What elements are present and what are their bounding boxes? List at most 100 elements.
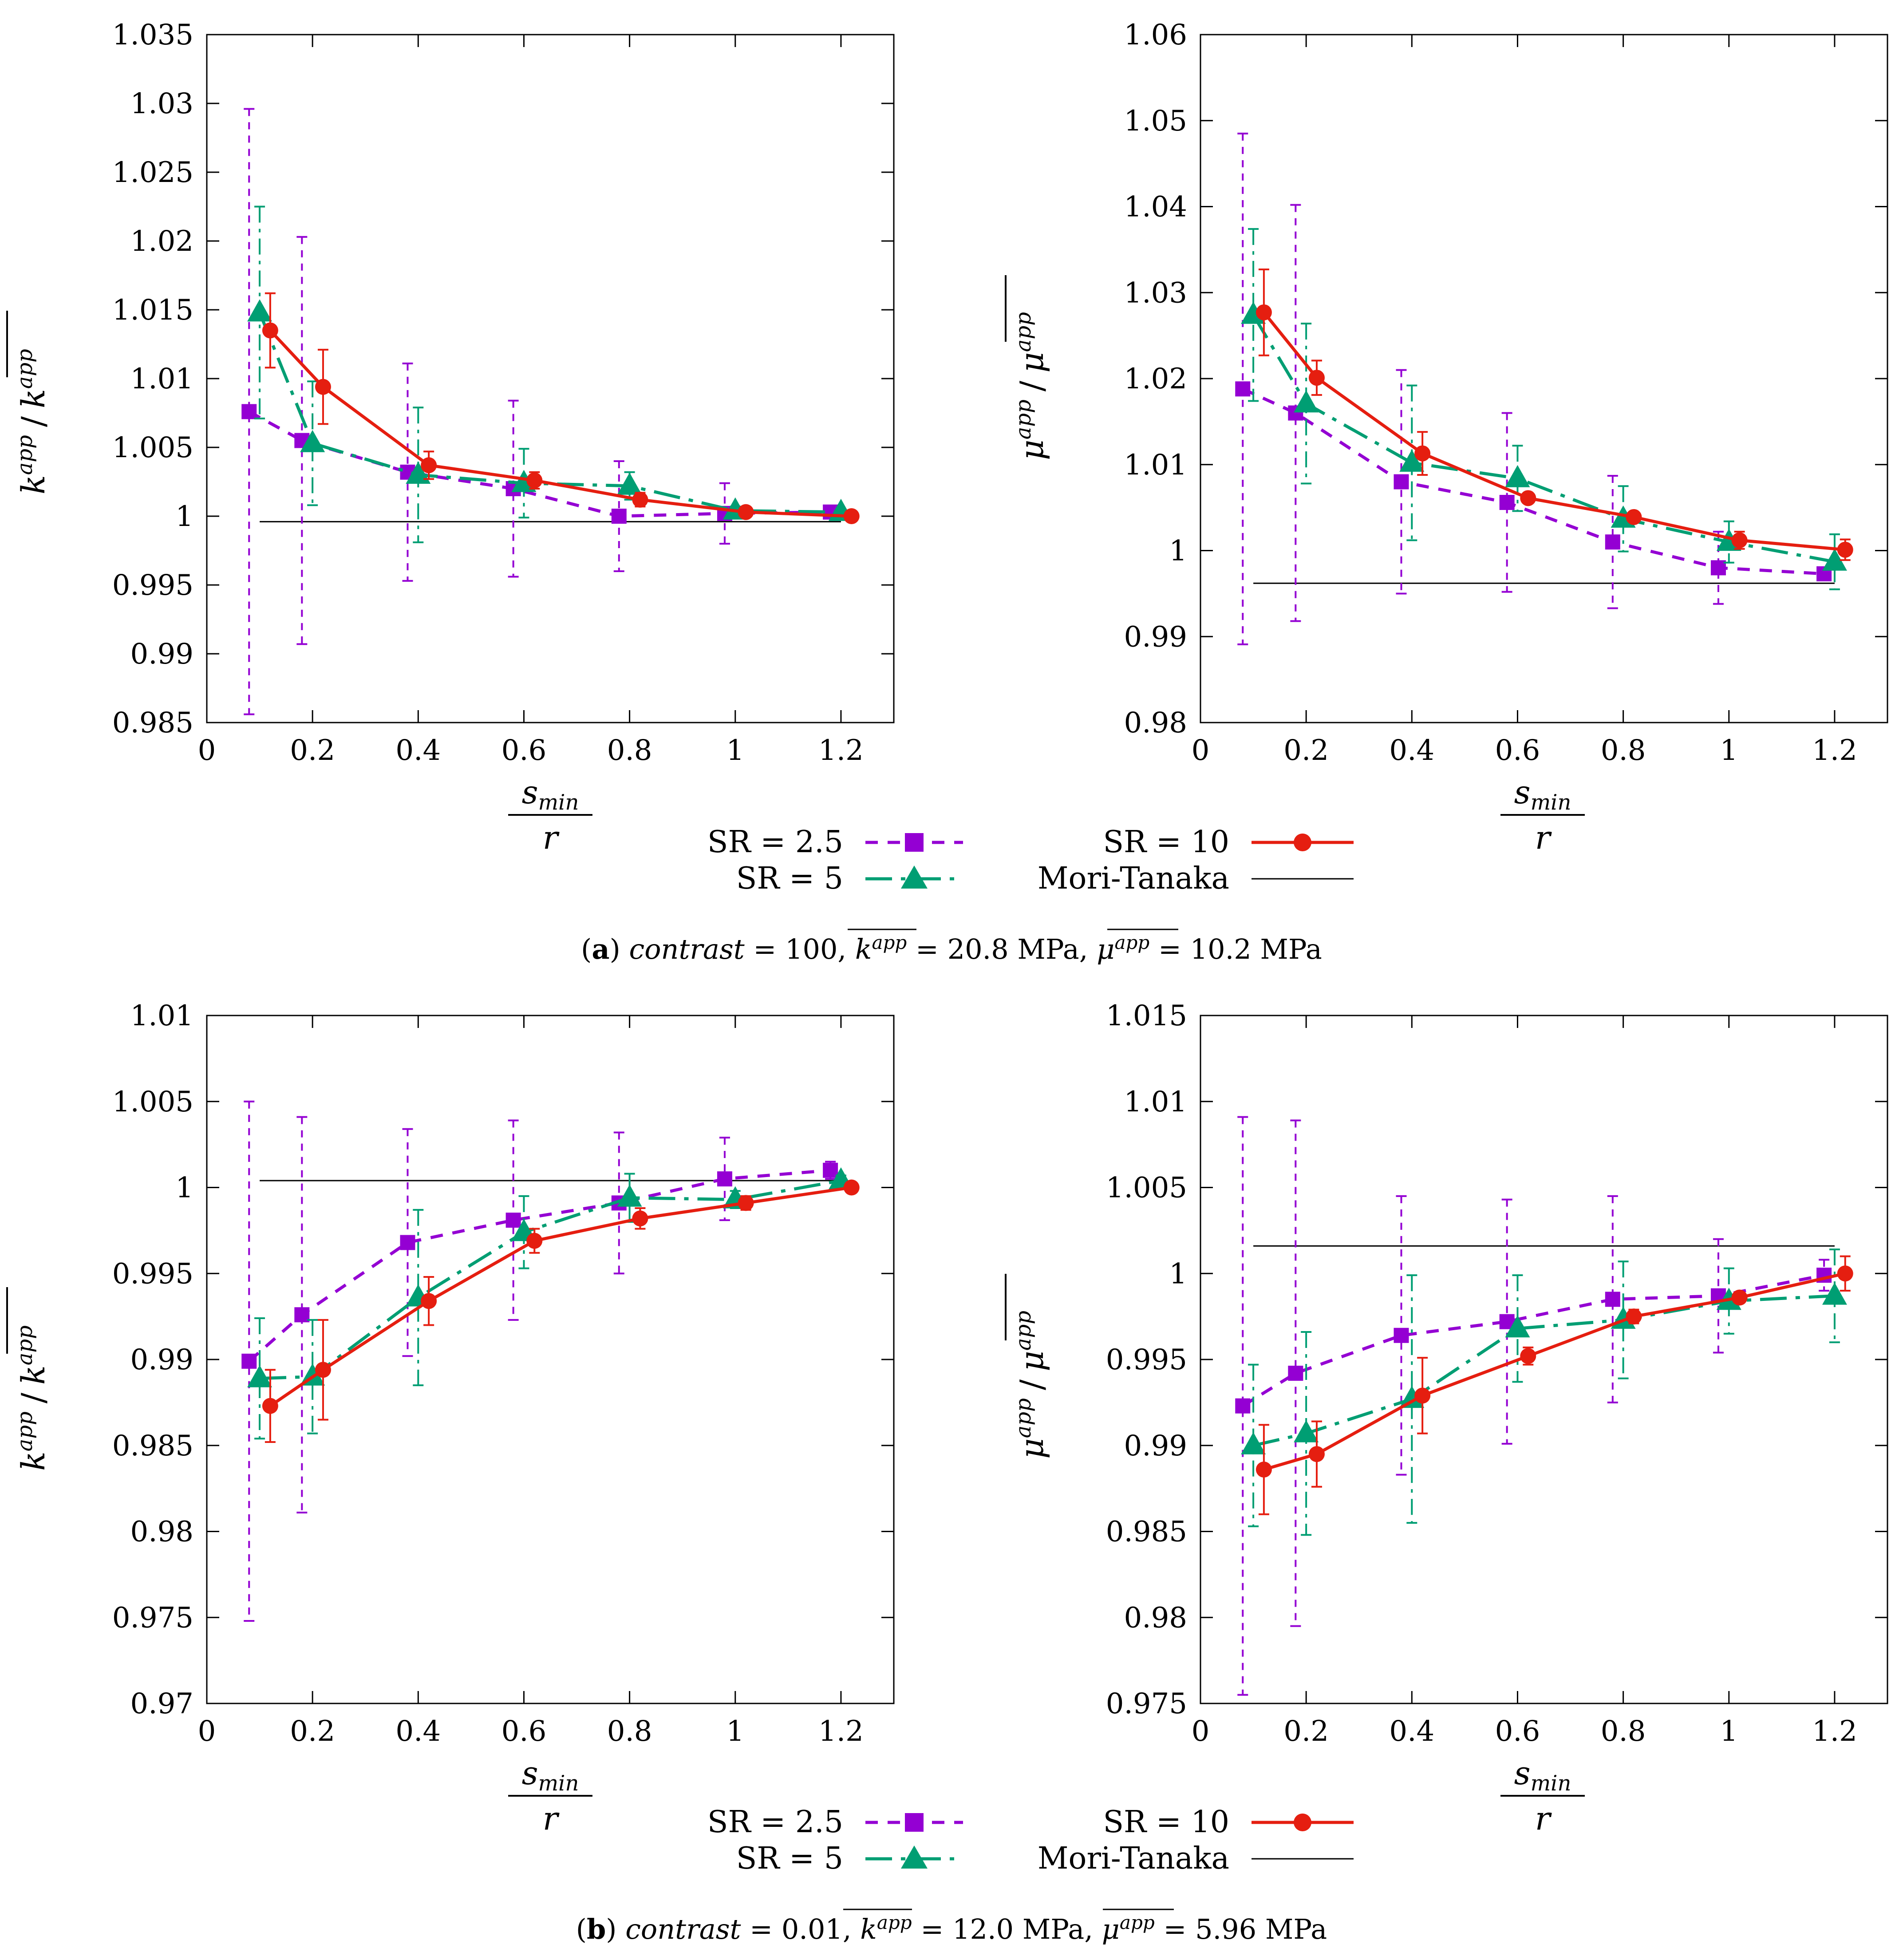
data-point bbox=[1294, 390, 1319, 413]
y-tick-label: 1 bbox=[175, 1172, 193, 1205]
series-line bbox=[1263, 1272, 1846, 1471]
series-sr10 bbox=[1256, 268, 1853, 561]
data-point bbox=[1308, 1446, 1325, 1462]
data-point bbox=[632, 1210, 648, 1227]
series-sr5 bbox=[247, 1167, 853, 1440]
x-tick-label: 0.4 bbox=[395, 734, 441, 767]
data-point bbox=[1822, 548, 1847, 571]
data-point bbox=[843, 1179, 860, 1196]
legend-b-mt-label: Mori-Tanaka bbox=[1038, 1841, 1229, 1876]
xlabel-num: s bbox=[1514, 1755, 1531, 1792]
x-tick-label: 0.4 bbox=[1389, 1715, 1434, 1748]
ylabel-sup: app bbox=[12, 1411, 37, 1451]
ylabel-slash: / bbox=[1013, 1379, 1050, 1390]
y-tick-label: 0.99 bbox=[130, 638, 194, 671]
data-point bbox=[1256, 304, 1272, 320]
data-point bbox=[617, 472, 642, 495]
x-tick-label: 0.8 bbox=[607, 1715, 652, 1748]
ylabel-slash: / bbox=[15, 1392, 52, 1403]
y-tick-label: 0.98 bbox=[130, 1516, 194, 1549]
y-tick-label: 0.99 bbox=[1124, 1430, 1188, 1462]
svg-text:μapp/μapp: μapp/μapp bbox=[1011, 312, 1050, 460]
ylabel-sym: k bbox=[15, 475, 52, 494]
data-point bbox=[241, 1353, 257, 1369]
series-sr25 bbox=[241, 1100, 838, 1622]
legend-a: SR = 2.5 SR = 5 SR = 10 Mori-Tanaka bbox=[707, 825, 1354, 896]
data-point bbox=[1626, 1308, 1642, 1325]
caption-a-k-sup: app bbox=[872, 932, 907, 953]
legend-a-sr5-label: SR = 5 bbox=[736, 861, 843, 896]
xlabel-den: r bbox=[1535, 819, 1552, 856]
data-point bbox=[1605, 534, 1620, 550]
x-tick-label: 0 bbox=[198, 734, 216, 767]
ylabel-sup: app bbox=[1011, 399, 1036, 439]
data-point bbox=[526, 472, 543, 489]
xlabel-num-sub: min bbox=[1531, 1771, 1571, 1796]
y-tick-label: 1.015 bbox=[112, 294, 193, 327]
data-point bbox=[1837, 1265, 1853, 1282]
x-tick-label: 0.8 bbox=[607, 734, 652, 767]
x-tick-label: 1 bbox=[1720, 1715, 1738, 1748]
legend-b-sr25-marker bbox=[905, 1813, 924, 1832]
caption-a-k-value: = 20.8 MPa, bbox=[916, 933, 1088, 965]
caption-a-contrast-value: = 100, bbox=[753, 933, 846, 965]
data-point bbox=[1394, 1328, 1409, 1343]
data-point bbox=[1414, 445, 1431, 462]
series-line bbox=[1252, 314, 1835, 564]
series-line bbox=[1253, 1294, 1835, 1447]
legend-a-sr10-marker bbox=[1294, 834, 1311, 851]
caption-b: (b) contrast = 0.01, kapp = 12.0 MPa, μa… bbox=[576, 1909, 1327, 1945]
data-point bbox=[400, 1235, 415, 1250]
y-tick-label: 0.985 bbox=[112, 1430, 193, 1462]
data-point bbox=[294, 1307, 310, 1323]
series-sr25 bbox=[1235, 1116, 1832, 1696]
data-point bbox=[1235, 1398, 1251, 1414]
data-point bbox=[1394, 474, 1409, 490]
xlabel-num-sub: min bbox=[1531, 790, 1571, 815]
y-tick-label: 0.985 bbox=[112, 707, 193, 739]
svg-text:smin: smin bbox=[1514, 774, 1571, 815]
xlabel-num: s bbox=[522, 774, 538, 811]
caption-b-k-sym: k bbox=[860, 1913, 877, 1945]
y-tick-label: 1.005 bbox=[1106, 1172, 1187, 1205]
y-tick-label: 0.99 bbox=[130, 1344, 194, 1376]
ylabel-slash: / bbox=[1013, 380, 1050, 391]
data-point bbox=[1626, 509, 1642, 525]
x-tick-label: 0.8 bbox=[1601, 1715, 1646, 1748]
chart-a-k: 0.985 0.99 0.995 1 1.005 1.01 1.015 1.02 1.025 1.… bbox=[6, 19, 895, 856]
ylabel-sym: k bbox=[15, 1451, 52, 1471]
caption-b-contrast-word: contrast bbox=[625, 1913, 741, 1945]
caption-b-mu-sup: app bbox=[1120, 1912, 1155, 1933]
data-point bbox=[1837, 541, 1853, 558]
legend-a-sr25-marker bbox=[905, 833, 924, 852]
x-tick-label: 0.6 bbox=[501, 734, 547, 767]
legend-a-sr10-label: SR = 10 bbox=[1103, 825, 1229, 860]
ylabel-sup-mean: app bbox=[1011, 312, 1036, 352]
data-point bbox=[1414, 1387, 1431, 1404]
data-point bbox=[1822, 1282, 1847, 1305]
data-point bbox=[1505, 465, 1530, 487]
data-point bbox=[505, 1213, 521, 1228]
xlabel-a-k: smin r bbox=[508, 774, 592, 856]
series-sr5 bbox=[1241, 228, 1847, 590]
y-tick-label: 0.97 bbox=[130, 1687, 194, 1720]
data-point bbox=[1241, 1432, 1266, 1454]
chart-b-mu: 0.975 0.98 0.985 0.99 0.995 1 1.005 1.01 1.015 0 0… bbox=[1005, 1000, 1888, 1837]
xlabel-num-sub: min bbox=[538, 1771, 579, 1796]
x-tick-label: 0.6 bbox=[1495, 1715, 1540, 1748]
plot-frame-b-k bbox=[206, 1015, 895, 1704]
plot-frame-a-k bbox=[206, 34, 895, 723]
legend-b-sr10-label: SR = 10 bbox=[1103, 1805, 1229, 1840]
data-point bbox=[738, 504, 754, 520]
legend-b-sr5-marker bbox=[901, 1845, 928, 1869]
chart-a-mu: 0.98 0.99 1 1.01 1.02 1.03 1.04 1.05 1.06 0 0.2 0.4… bbox=[1005, 19, 1888, 856]
legend-b-sr5-label: SR = 5 bbox=[736, 1841, 843, 1876]
x-tick-label: 1.2 bbox=[818, 734, 864, 767]
data-point bbox=[1505, 1315, 1530, 1338]
plot-frame-a-mu bbox=[1200, 34, 1888, 723]
xlabel-num: s bbox=[522, 1755, 538, 1792]
xlabel-num-sub: min bbox=[538, 790, 579, 815]
y-tick-label: 1.005 bbox=[112, 431, 193, 464]
caption-a-mu-sup: app bbox=[1114, 932, 1149, 953]
